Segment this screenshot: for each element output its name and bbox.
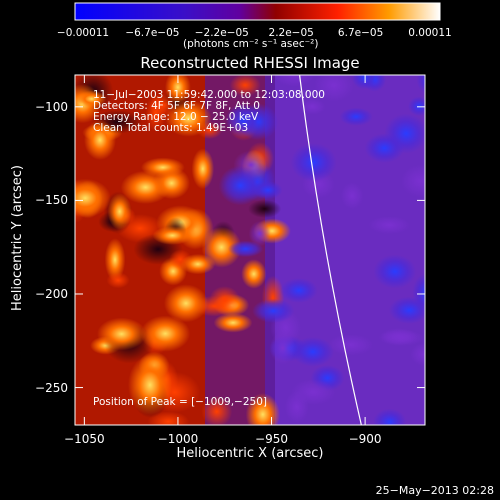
x-tick-label: −950 xyxy=(255,432,288,446)
x-tick-label: −1000 xyxy=(157,432,199,446)
colorbar xyxy=(74,2,441,21)
colorbar-tick-label: 2.2e−05 xyxy=(268,27,314,39)
annotation-time-range: 11−Jul−2003 11:59:42.000 to 12:03:08.000 xyxy=(93,89,325,101)
colorbar-tick-label: −6.7e−05 xyxy=(125,27,180,39)
y-tick-label: −200 xyxy=(35,286,68,301)
colorbar-units: (photons cm⁻² s⁻¹ asec⁻²) xyxy=(183,38,319,50)
solar-limb-curve xyxy=(299,74,362,426)
y-axis-label: Heliocentric Y (arcsec) xyxy=(10,165,25,311)
plot-date: 25−May−2013 02:28 xyxy=(375,484,494,497)
colorbar-tick-label: −2.2e−05 xyxy=(194,27,249,39)
plot-frame xyxy=(74,74,426,426)
heatmap-image xyxy=(75,75,425,425)
colorbar-tick-label: 6.7e−05 xyxy=(337,27,384,39)
chart-title: Reconstructed RHESSI Image xyxy=(140,54,360,72)
x-tick-label: −900 xyxy=(348,432,382,446)
x-axis-label: Heliocentric X (arcsec) xyxy=(176,446,324,461)
annotation-energy-range: Energy Range: 12.0 − 25.0 keV xyxy=(93,111,259,123)
annotation-clean-counts: Clean Total counts: 1.49E+03 xyxy=(93,122,249,134)
y-tick-label: −150 xyxy=(35,193,68,208)
y-tick-label: −100 xyxy=(35,99,68,114)
annotation-detectors: Detectors: 4F 5F 6F 7F 8F, Att 0 xyxy=(93,100,260,112)
y-tick-label: −250 xyxy=(35,380,68,395)
x-tick-label: −1050 xyxy=(64,432,105,446)
colorbar-tick-label: 0.00011 xyxy=(408,27,452,39)
axis-ticks xyxy=(75,75,425,425)
annotation-peak-position: Position of Peak = [−1009,−250] xyxy=(93,396,267,408)
colorbar-tick-label: −0.00011 xyxy=(56,27,110,39)
